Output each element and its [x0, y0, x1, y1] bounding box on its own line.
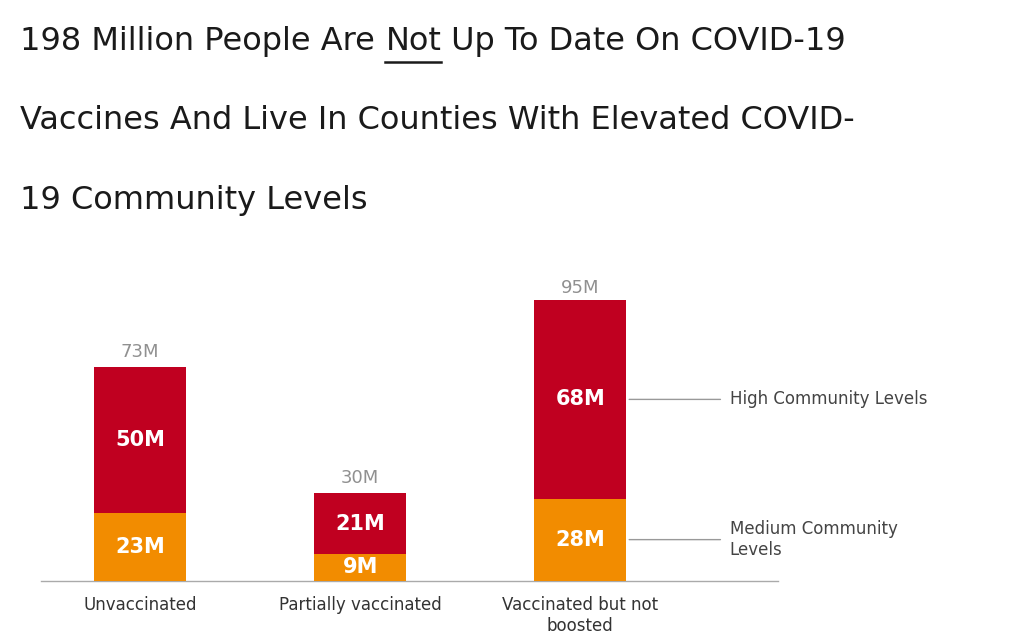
Text: 73M: 73M — [121, 343, 160, 362]
Text: Up To Date On COVID-19: Up To Date On COVID-19 — [441, 26, 846, 57]
Text: 21M: 21M — [335, 514, 385, 534]
Text: 23M: 23M — [115, 537, 165, 557]
Bar — [534, 498, 627, 581]
Text: Not: Not — [385, 26, 441, 57]
Bar — [314, 554, 407, 581]
Text: 198 Million People Are: 198 Million People Are — [20, 26, 385, 57]
Text: 19 Community Levels: 19 Community Levels — [20, 185, 368, 216]
Text: Vaccines And Live In Counties With Elevated COVID-: Vaccines And Live In Counties With Eleva… — [20, 105, 855, 136]
Text: 95M: 95M — [561, 279, 599, 297]
Bar — [314, 493, 407, 554]
Bar — [534, 300, 627, 498]
Text: 30M: 30M — [341, 469, 379, 487]
Text: 68M: 68M — [555, 389, 605, 410]
Bar — [94, 367, 186, 514]
Text: 9M: 9M — [342, 557, 378, 577]
Text: 50M: 50M — [115, 430, 165, 451]
Text: High Community Levels: High Community Levels — [730, 391, 928, 408]
Text: Medium Community
Levels: Medium Community Levels — [730, 520, 898, 559]
Bar — [94, 514, 186, 581]
Text: 28M: 28M — [555, 529, 605, 550]
